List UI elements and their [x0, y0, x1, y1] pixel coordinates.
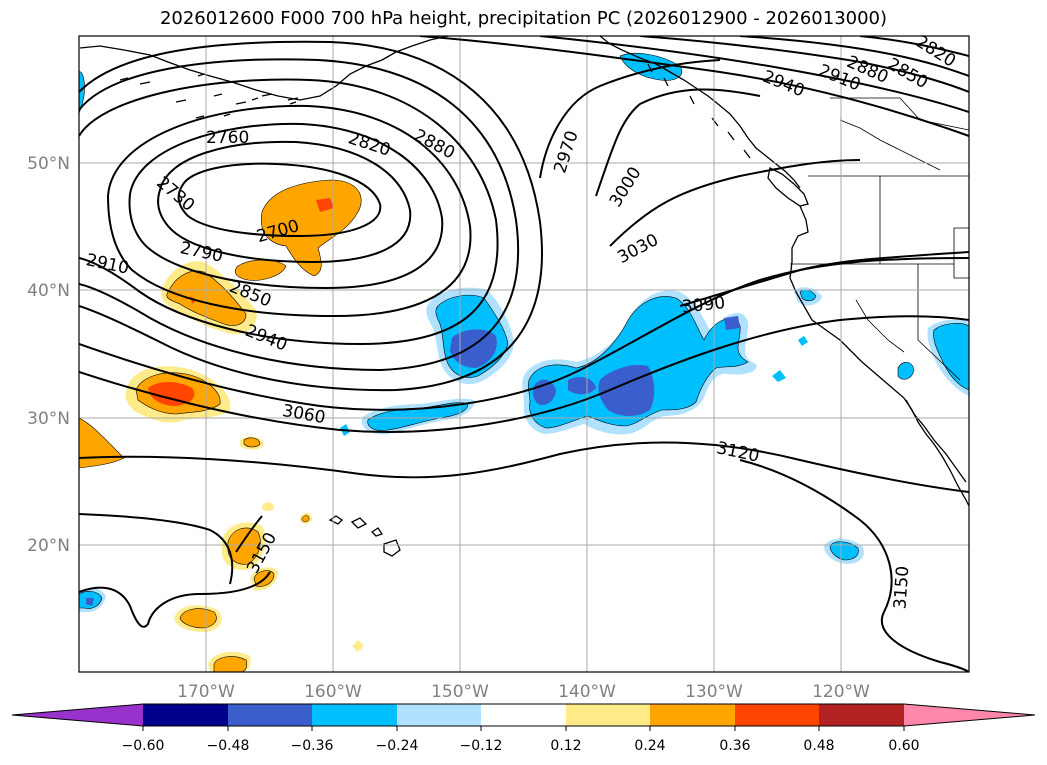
lat-label: 20°N — [27, 536, 70, 556]
lon-label: 130°W — [685, 682, 743, 702]
precip-area-negative — [933, 323, 969, 391]
colorbar-tick-label: −0.36 — [291, 738, 334, 754]
colorbar-segment — [819, 704, 904, 726]
lon-label: 160°W — [304, 682, 362, 702]
colorbar-tick-label: −0.12 — [460, 738, 503, 754]
colorbar-extend-high — [904, 704, 1035, 726]
precip-area-negative-core — [724, 316, 740, 330]
precip-shading — [79, 52, 969, 672]
longitude-labels: 170°W 160°W 150°W 140°W 130°W 120°W — [177, 682, 870, 702]
colorbar-extend-low — [12, 704, 143, 726]
precip-area-positive — [213, 656, 248, 672]
precip-area-negative — [527, 296, 749, 429]
contour-label: 2760 — [206, 128, 249, 148]
colorbar-tick-label: 0.48 — [803, 738, 834, 754]
map-frame — [78, 35, 970, 673]
precip-area-negative-core — [568, 377, 596, 395]
precip-area-negative — [772, 370, 786, 382]
precip-area-positive — [352, 640, 364, 652]
colorbar-segment — [481, 704, 566, 726]
precip-area-positive — [79, 417, 125, 469]
lon-label: 150°W — [431, 682, 489, 702]
lon-label: 170°W — [177, 682, 235, 702]
precip-area-positive-core — [316, 198, 334, 212]
colorbar-segment — [566, 704, 650, 726]
colorbar-tick-label: −0.60 — [122, 738, 165, 754]
colorbar-tick-label: −0.24 — [376, 738, 419, 754]
colorbar-tick-label: 0.36 — [719, 738, 750, 754]
contour-label: 3090 — [681, 293, 726, 317]
precip-area-positive — [261, 179, 362, 277]
colorbar-tick-label: 0.12 — [550, 738, 581, 754]
precip-area-positive — [262, 502, 274, 511]
precip-area-positive — [179, 608, 217, 629]
political-borders — [790, 97, 969, 381]
precip-area-negative-core — [86, 598, 94, 606]
colorbar-tick-label: −0.48 — [207, 738, 250, 754]
precip-area-negative-core — [450, 329, 497, 368]
precip-area-positive — [301, 515, 310, 523]
colorbar-segment — [143, 704, 228, 726]
colorbar-tick-label: 0.24 — [634, 738, 665, 754]
height-contours — [79, 36, 969, 672]
colorbar-segment — [397, 704, 481, 726]
colorbar: −0.60 −0.48 −0.36 −0.24 −0.12 0.12 0.24 … — [11, 703, 1036, 754]
precip-area-negative — [897, 361, 915, 380]
contour-label: 3150 — [890, 565, 913, 610]
precip-area-positive-core — [148, 382, 195, 406]
precip-area-negative — [829, 541, 859, 561]
lon-label: 120°W — [812, 682, 870, 702]
lat-label: 50°N — [27, 154, 70, 174]
map-background — [79, 36, 969, 672]
map-title: 2026012600 F000 700 hPa height, precipit… — [159, 8, 888, 29]
coastlines — [79, 36, 969, 557]
lat-label: 40°N — [27, 281, 70, 301]
colorbar-segment — [228, 704, 312, 726]
latitude-labels: 50°N 40°N 30°N 20°N — [27, 154, 70, 556]
colorbar-segment — [735, 704, 819, 726]
colorbar-segment — [650, 704, 735, 726]
precip-area-negative — [798, 336, 808, 346]
colorbar-segment — [312, 704, 397, 726]
lon-label: 140°W — [558, 682, 616, 702]
precip-area-positive — [243, 437, 261, 448]
colorbar-tick-label: 0.60 — [888, 738, 919, 754]
lat-label: 30°N — [27, 409, 70, 429]
